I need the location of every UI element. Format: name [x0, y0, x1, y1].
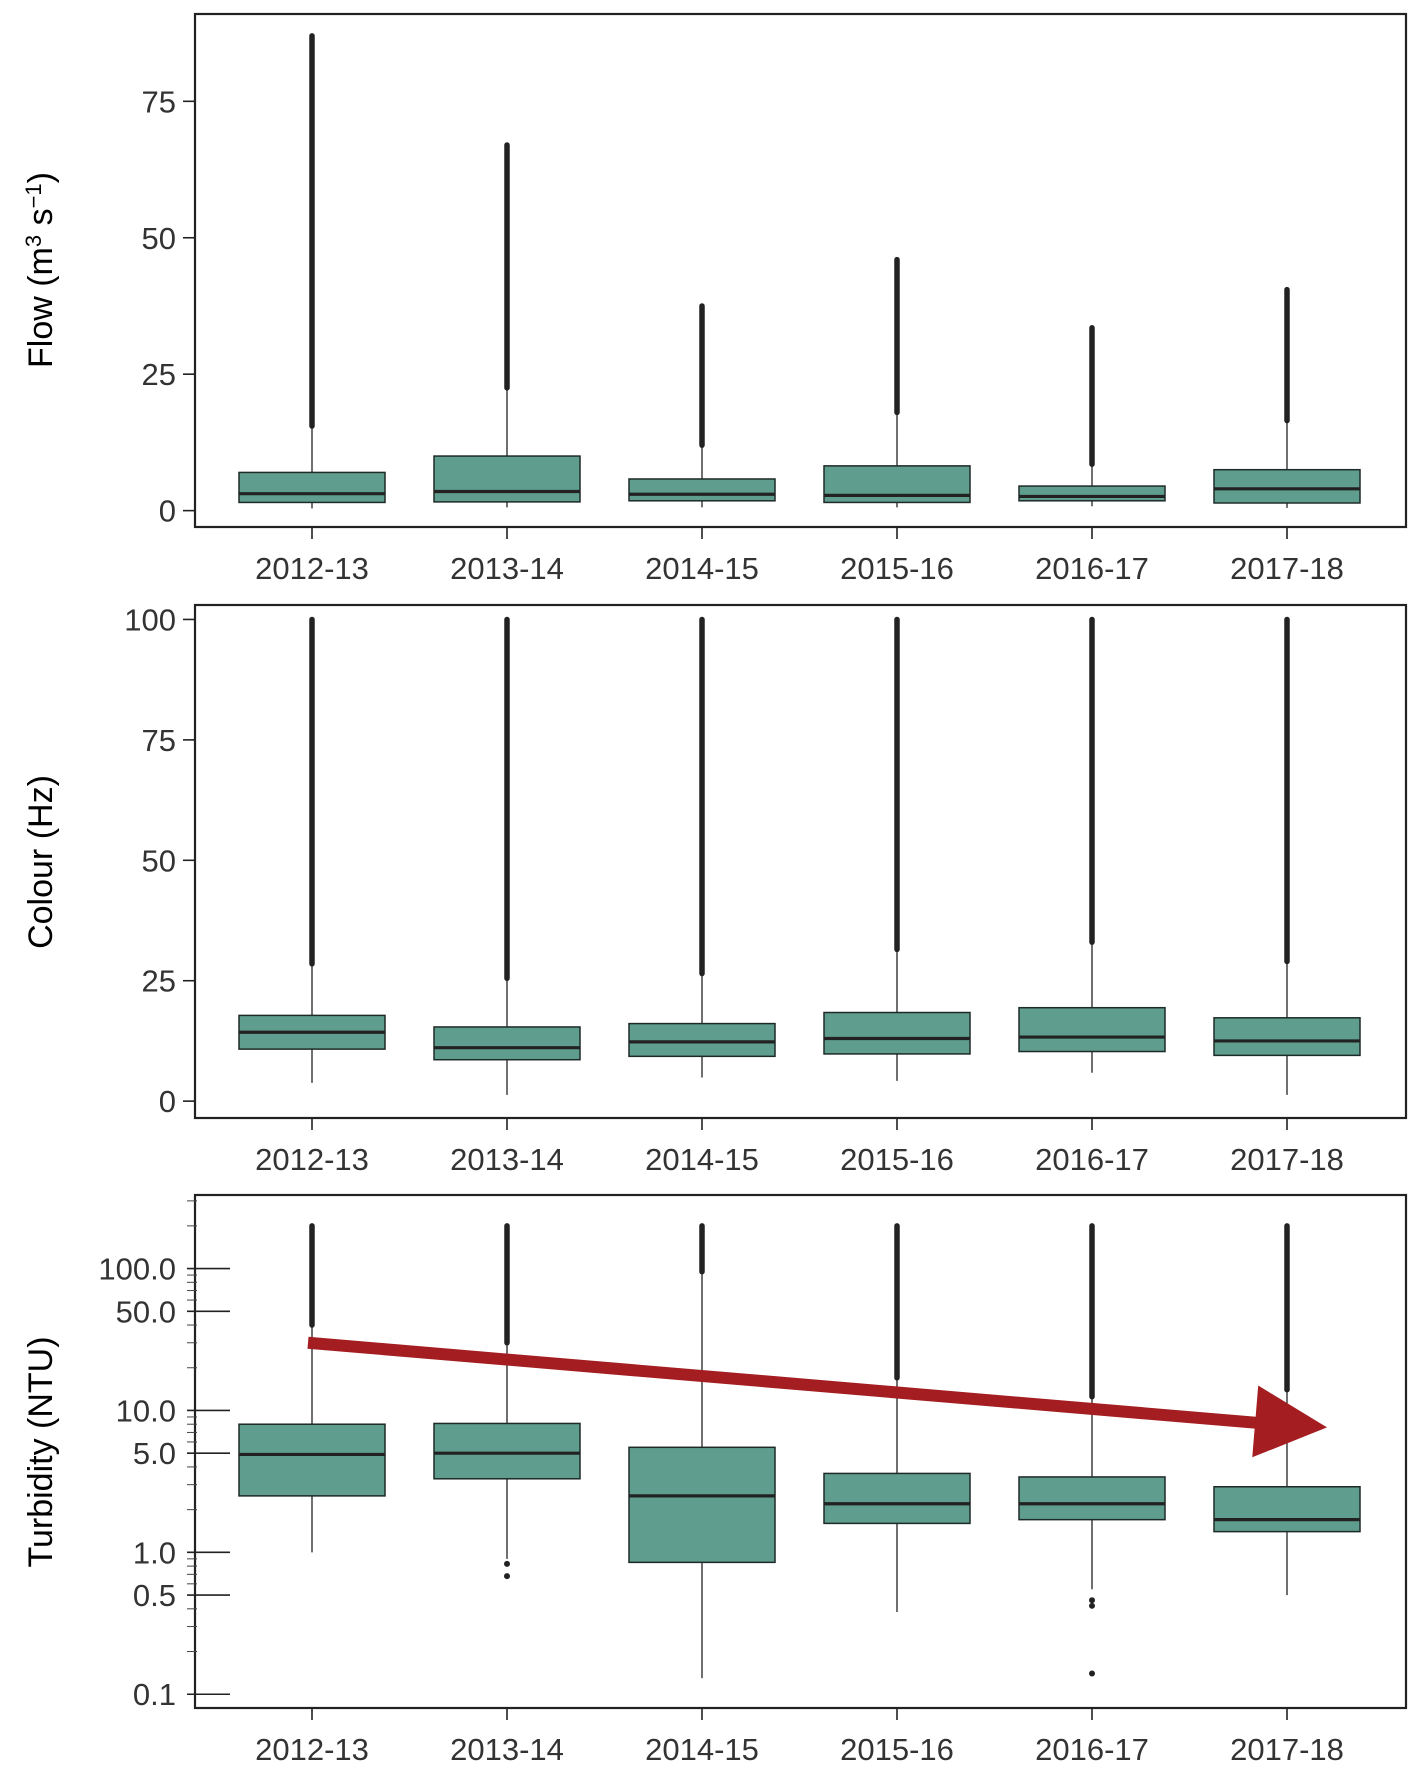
outlier-point: [504, 1560, 510, 1567]
outlier-point: [504, 1573, 510, 1580]
x-tick-label: 2017-18: [1230, 1142, 1344, 1177]
iqr-box: [433, 1026, 581, 1061]
y-tick-label: 25: [142, 357, 176, 392]
iqr-box: [1213, 468, 1361, 504]
x-tick-label: 2012-13: [255, 1142, 369, 1177]
turbidity-box-2016-17: [1018, 1223, 1166, 1677]
colour-box-2016-17: [1018, 616, 1166, 1073]
x-tick-label: 2016-17: [1035, 1142, 1149, 1177]
turbidity-boxes: [238, 1223, 1361, 1679]
y-tick-label: 0: [159, 494, 176, 529]
iqr-box: [823, 1011, 971, 1055]
y-tick-label: 0.5: [133, 1578, 176, 1613]
x-tick-label: 2016-17: [1035, 551, 1149, 586]
y-tick-label: 50.0: [116, 1294, 176, 1329]
iqr-box: [433, 455, 581, 503]
iqr-box: [1213, 1485, 1361, 1533]
iqr-box: [1018, 485, 1166, 502]
turbidity-box-2014-15: [628, 1223, 776, 1679]
y-tick-label: 100: [124, 602, 176, 637]
turbidity-box-2012-13: [238, 1223, 386, 1553]
flow-box-2013-14: [433, 142, 581, 508]
turbidity-y-axis: 0.1 0.5 1.0 5.0 10.0 50.0 100.0: [98, 1200, 230, 1712]
turbidity-box-2013-14: [433, 1223, 581, 1580]
iqr-box: [1213, 1017, 1361, 1057]
turbidity-plot-frame: [193, 1193, 1408, 1710]
y-tick-label: 0.1: [133, 1677, 176, 1712]
x-tick-label: 2013-14: [450, 1732, 564, 1767]
x-tick-label: 2014-15: [645, 1732, 759, 1767]
iqr-box: [238, 1423, 386, 1497]
flow-plot-frame: [193, 12, 1408, 529]
turbidity-box-2015-16: [823, 1223, 971, 1612]
colour-box-2013-14: [433, 616, 581, 1095]
turbidity-x-axis: 2012-13 2013-14 2014-15 2015-16 2016-17 2017-…: [255, 1708, 1344, 1767]
flow-box-2014-15: [628, 303, 776, 508]
flow-box-2015-16: [823, 256, 971, 508]
turbidity-box-2017-18: [1213, 1223, 1361, 1596]
x-tick-label: 2015-16: [840, 1142, 954, 1177]
iqr-box: [433, 1422, 581, 1480]
colour-y-axis: 0 25 50 75 100: [124, 602, 195, 1119]
x-tick-label: 2012-13: [255, 551, 369, 586]
flow-box-2016-17: [1018, 325, 1166, 507]
colour-plot-frame: [193, 603, 1408, 1120]
flow-box-2012-13: [238, 33, 386, 509]
iqr-box: [823, 465, 971, 504]
flow-panel: 0 25 50 75 2012-13 2013-14 2014-15 2015-16 2016…: [21, 12, 1408, 586]
x-tick-label: 2013-14: [450, 1142, 564, 1177]
iqr-box: [628, 478, 776, 502]
y-tick-label: 10.0: [116, 1393, 176, 1428]
outlier-point: [1089, 1670, 1095, 1677]
y-tick-label: 50: [142, 843, 176, 878]
x-tick-label: 2013-14: [450, 551, 564, 586]
flow-boxes: [238, 33, 1361, 509]
outlier-point: [1089, 1597, 1095, 1604]
x-tick-label: 2017-18: [1230, 1732, 1344, 1767]
iqr-box: [628, 1446, 776, 1564]
turbidity-panel: 0.1 0.5 1.0 5.0 10.0 50.0 100.0 2012-13 2013-14…: [22, 1193, 1408, 1767]
x-tick-label: 2015-16: [840, 551, 954, 586]
trend-arrow-shaft: [307, 1336, 1276, 1431]
y-tick-label: 0: [159, 1084, 176, 1119]
iqr-box: [1018, 1006, 1166, 1053]
y-tick-label: 5.0: [133, 1436, 176, 1471]
trend-arrow-head: [1252, 1385, 1327, 1458]
iqr-box: [1018, 1476, 1166, 1521]
y-tick-label: 50: [142, 221, 176, 256]
colour-x-axis: 2012-13 2013-14 2014-15 2015-16 2016-17 2017-…: [255, 1118, 1344, 1177]
y-tick-label: 100.0: [98, 1252, 176, 1287]
colour-boxes: [238, 616, 1361, 1095]
x-tick-label: 2015-16: [840, 1732, 954, 1767]
colour-box-2015-16: [823, 616, 971, 1081]
flow-box-2017-18: [1213, 286, 1361, 508]
outlier-point: [1089, 1602, 1095, 1609]
flow-y-axis: 0 25 50 75: [142, 84, 195, 529]
y-tick-label: 75: [142, 84, 176, 119]
iqr-box: [238, 471, 386, 504]
colour-y-axis-title: Colour (Hz): [22, 775, 60, 949]
flow-x-axis: 2012-13 2013-14 2014-15 2015-16 2016-17 2017-…: [255, 527, 1344, 586]
colour-box-2012-13: [238, 616, 386, 1083]
iqr-box: [628, 1022, 776, 1058]
x-tick-label: 2017-18: [1230, 551, 1344, 586]
y-tick-label: 75: [142, 723, 176, 758]
turbidity-y-axis-title: Turbidity (NTU): [22, 1336, 60, 1567]
iqr-box: [823, 1472, 971, 1525]
colour-box-2017-18: [1213, 616, 1361, 1095]
x-tick-label: 2012-13: [255, 1732, 369, 1767]
flow-y-axis-title: Flow (m3 s−1): [21, 172, 60, 368]
colour-box-2014-15: [628, 616, 776, 1078]
y-tick-label: 25: [142, 964, 176, 999]
x-tick-label: 2014-15: [645, 551, 759, 586]
x-tick-label: 2016-17: [1035, 1732, 1149, 1767]
x-tick-label: 2014-15: [645, 1142, 759, 1177]
y-tick-label: 1.0: [133, 1535, 176, 1570]
